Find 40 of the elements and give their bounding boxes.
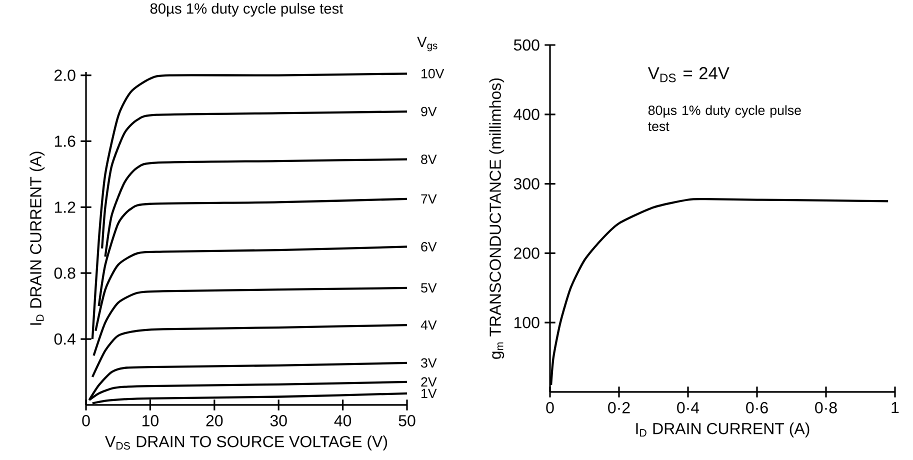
y-tick-label: 1.2 (54, 202, 76, 213)
x-tick-label: 20 (206, 415, 223, 426)
y-axis-title: g$_{m}$ TRANSCONDUCTANCE (millimhos) (489, 78, 504, 359)
series-label: 8V (421, 154, 437, 164)
x-axis-title: I$_{D}$ DRAIN CURRENT (A) (636, 422, 810, 438)
x-tick-label: 0·8 (815, 402, 837, 414)
y-tick-label: 200 (514, 248, 540, 259)
x-tick-label: 0·6 (746, 402, 768, 414)
x-tick-label: 40 (334, 415, 352, 426)
x-tick-label: 0 (546, 402, 554, 414)
x-tick-label: 1 (892, 402, 899, 414)
y-tick-label: 0.4 (54, 333, 76, 345)
legend-title: V$_{gs}$ (417, 36, 438, 52)
series-label: 2V (421, 377, 437, 387)
y-tick-label: 2.0 (54, 70, 76, 81)
x-tick-label: 30 (270, 415, 287, 426)
series-label: 7V (421, 194, 437, 204)
x-tick-label: 0 (82, 415, 90, 426)
x-tick-label: 0·4 (677, 402, 700, 414)
y-tick-label: 0.8 (54, 267, 76, 279)
y-tick-label: 300 (514, 178, 540, 190)
y-tick-label: 1.6 (54, 136, 76, 147)
series-label: 5V (421, 283, 437, 293)
series-label: 9V (421, 106, 437, 116)
y-tick-label: 500 (514, 39, 540, 51)
x-tick-label: 10 (142, 415, 158, 426)
annotation: 80µs 1% duty cycle pulse test (648, 105, 801, 132)
y-axis-title: I$_{D}$ DRAIN CURRENT (A) (30, 152, 45, 325)
x-tick-label: 0·2 (608, 402, 630, 414)
series-label: 4V (420, 320, 437, 330)
x-tick-label: 50 (398, 415, 416, 426)
series-label: 10V (422, 68, 444, 78)
annotation: V$_{DS}$ = 24V (648, 67, 730, 82)
series-label: 6V (421, 242, 437, 252)
x-axis-title: V$_{DS}$ DRAIN TO SOURCE VOLTAGE (V) (105, 436, 388, 450)
y-tick-label: 400 (514, 108, 540, 120)
series-label: 3V (421, 358, 437, 368)
y-tick-label: 100 (514, 316, 540, 328)
chart-title: 80µs 1% duty cycle pulse test (150, 2, 344, 17)
series-label: 1V (422, 388, 437, 398)
